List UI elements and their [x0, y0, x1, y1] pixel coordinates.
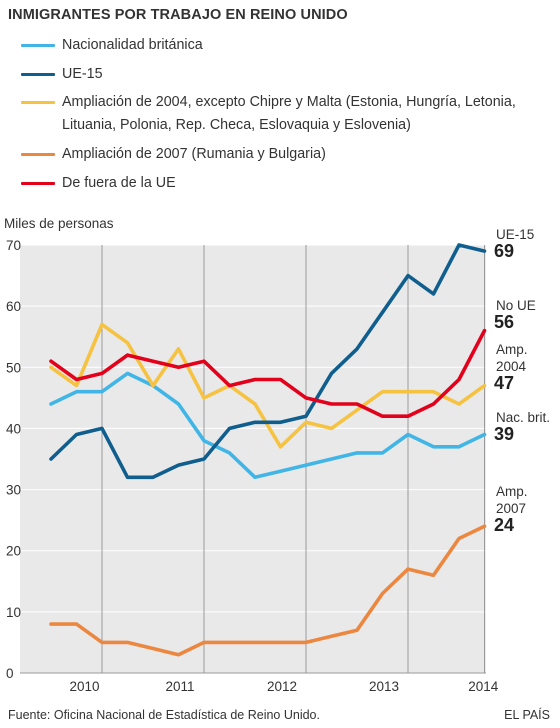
series-end-label: Nac. brit. [496, 410, 550, 425]
x-tick-label: 2014 [468, 679, 499, 694]
series-line-0 [49, 371, 487, 480]
legend-label: Ampliación de 2007 (Rumania y Bulgaria) [62, 146, 326, 162]
plot-background [20, 245, 486, 673]
legend-item-fuera-ue: De fuera de la UE [8, 172, 556, 195]
source-note: Fuente: Oficina Nacional de Estadística … [8, 708, 320, 722]
x-tick-label: 2010 [69, 679, 99, 694]
legend-swatch [21, 182, 55, 185]
legend-swatch [21, 73, 55, 76]
series-end-label: UE-15 [496, 227, 534, 242]
legend-label: De fuera de la UE [62, 175, 176, 191]
series-end-value: 56 [494, 312, 514, 332]
y-tick-label: 40 [6, 421, 21, 436]
chart-legend: Nacionalidad británica UE-15 Ampliación … [8, 34, 556, 201]
brand-logo-text: EL PAÍS [504, 708, 550, 722]
y-tick-label: 0 [6, 666, 14, 681]
series-end-value: 47 [494, 373, 514, 393]
series-end-value: 24 [494, 515, 514, 535]
y-tick-label: 50 [6, 360, 21, 375]
series-line-2 [49, 322, 487, 449]
x-tick-label: 2013 [369, 679, 399, 694]
legend-item-ue15: UE-15 [8, 63, 556, 86]
legend-label: UE-15 [62, 66, 103, 82]
y-tick-label: 30 [6, 483, 21, 498]
legend-swatch [21, 101, 55, 104]
chart-title: INMIGRANTES POR TRABAJO EN REINO UNIDO [8, 7, 348, 23]
y-tick-label: 20 [6, 544, 21, 559]
y-axis-label: Miles de personas [4, 216, 114, 231]
y-tick-label: 60 [6, 299, 21, 314]
legend-label: Nacionalidad británica [62, 37, 203, 53]
legend-swatch [21, 153, 55, 156]
x-tick-label: 2011 [165, 679, 194, 694]
series-line-4 [49, 328, 487, 419]
series-end-label: No UE [496, 298, 536, 313]
series-line-1 [49, 243, 487, 480]
legend-item-nacionalidad-britanica: Nacionalidad británica [8, 34, 556, 57]
series-end-value: 69 [494, 241, 514, 261]
series-end-label: 2007 [496, 501, 526, 516]
series-end-value: 39 [494, 424, 514, 444]
legend-item-ampliacion-2007: Ampliación de 2007 (Rumania y Bulgaria) [8, 143, 556, 166]
series-end-label: Amp. [496, 342, 528, 357]
legend-label: Ampliación de 2004, excepto Chipre y Mal… [62, 94, 516, 133]
x-tick-label: 2012 [267, 679, 297, 694]
legend-swatch [21, 44, 55, 47]
series-end-label: 2004 [496, 359, 527, 374]
legend-item-ampliacion-2004: Ampliación de 2004, excepto Chipre y Mal… [8, 91, 556, 137]
y-tick-label: 70 [6, 238, 21, 253]
series-end-label: Amp. [496, 484, 528, 499]
y-tick-label: 10 [6, 605, 21, 620]
series-line-3 [49, 524, 487, 657]
